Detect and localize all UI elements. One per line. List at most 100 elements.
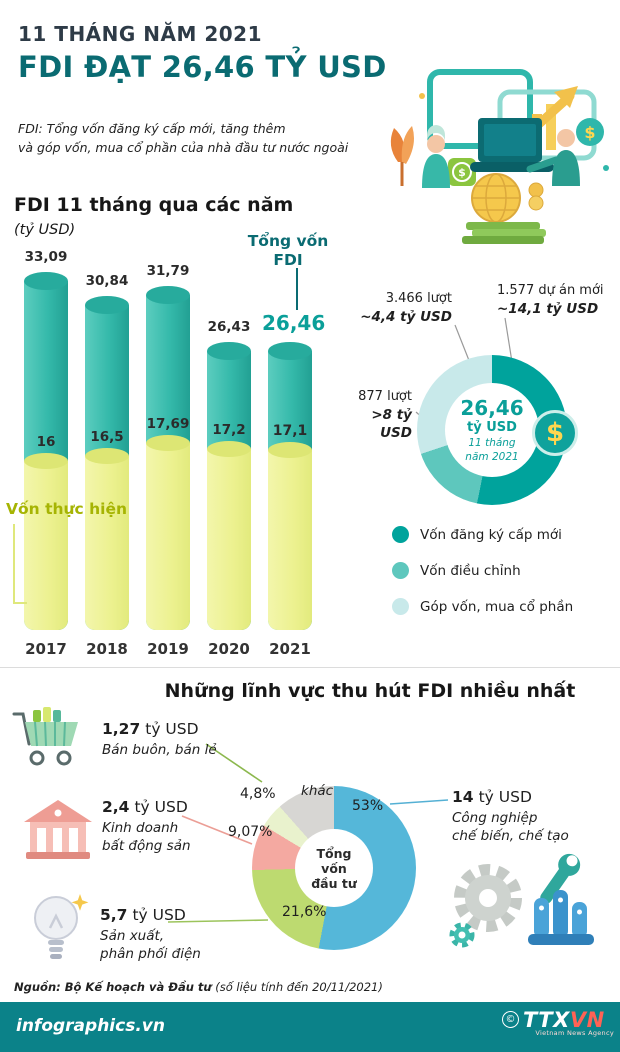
pie-label-9-07: 9,07% <box>228 824 273 840</box>
legend-label: Vốn đăng ký cấp mới <box>420 526 562 543</box>
bar-group: 30,84 16,5 2018 <box>79 256 135 658</box>
amount-unit: tỷ USD <box>145 720 199 738</box>
dollar-icon: $ <box>532 410 578 456</box>
sector-name: Công nghiệp chế biến, chế tạo <box>452 810 569 845</box>
sector-amount: 5,7 tỷ USD <box>100 906 201 924</box>
donut-center-period: 11 tháng năm 2021 <box>465 437 519 463</box>
svg-text:$: $ <box>458 166 466 179</box>
callout-count: 3.466 lượt <box>385 291 452 306</box>
svg-text:$: $ <box>584 123 595 142</box>
source-detail: (số liệu tính đến 20/11/2021) <box>211 980 383 994</box>
sector-name: Sản xuất, phân phối điện <box>100 928 201 963</box>
sector-name-line1: Sản xuất, <box>100 928 165 944</box>
bar-group: 31,79 17,69 2019 <box>140 256 196 658</box>
agency-ttx: TTX <box>523 1008 570 1032</box>
industry-icon <box>449 853 594 948</box>
bar-year-label: 2018 <box>86 640 128 658</box>
header-illustration: $ $ <box>390 69 609 244</box>
sectors-title: Những lĩnh vực thu hút FDI nhiều nhất <box>164 680 576 702</box>
legend-item: Vốn điều chỉnh <box>392 562 521 579</box>
bar-year-label: 2019 <box>147 640 189 658</box>
callout-count: 877 lượt <box>358 389 412 404</box>
bar-total-value: 33,09 <box>24 249 68 265</box>
bar-year-label: 2020 <box>208 640 250 658</box>
legend-item: Góp vốn, mua cổ phần <box>392 598 573 615</box>
pie-center: Tổng vốn đầu tư <box>295 829 373 907</box>
sector-item-electricity: 5,7 tỷ USD Sản xuất, phân phối điện <box>100 906 201 963</box>
source-note: Nguồn: Bộ Kế hoạch và Đầu tư (số liệu tí… <box>14 980 383 994</box>
pie-label-53: 53% <box>352 798 384 814</box>
fdi-definition-note: FDI: Tổng vốn đăng ký cấp mới, tăng thêm… <box>18 120 370 158</box>
total-fdi-pointer-line <box>296 268 298 310</box>
footer-bar <box>0 1002 620 1052</box>
note-line-1: FDI: Tổng vốn đăng ký cấp mới, tăng thêm <box>18 121 286 136</box>
sector-name-line1: Công nghiệp <box>452 810 538 826</box>
bar-realized-value: 17,1 <box>272 423 308 439</box>
callout-amount: ~4,4 tỷ USD <box>360 308 452 325</box>
legend-dot-new-registration <box>392 526 409 543</box>
bar-realized <box>268 442 312 630</box>
kicker-title: 11 THÁNG NĂM 2021 <box>18 22 263 46</box>
amount-value: 2,4 <box>102 798 130 816</box>
light-bulb-icon <box>34 894 89 959</box>
legend-dot-adjusted <box>392 562 409 579</box>
source-main: Nguồn: Bộ Kế hoạch và Đầu tư <box>14 980 212 994</box>
callout-amount: >8 tỷ USD <box>371 406 412 441</box>
donut-callout-adjusted-capital: 3.466 lượt ~4,4 tỷ USD <box>336 290 452 326</box>
infographics-brand: infographics.vn <box>16 1016 165 1036</box>
legend-item: Vốn đăng ký cấp mới <box>392 526 562 543</box>
pie-center-line2: vốn <box>321 860 347 876</box>
pie-label-4-8: 4,8% <box>240 786 276 802</box>
amount-value: 5,7 <box>100 906 128 924</box>
realized-capital-label: Vốn thực hiện <box>6 500 128 518</box>
total-fdi-annotation: Tổng vốn FDI <box>236 232 340 271</box>
callout-amount: ~14,1 tỷ USD <box>497 300 599 317</box>
sector-name-line2: chế biến, chế tạo <box>452 827 569 844</box>
legend-dot-share-purchase <box>392 598 409 615</box>
sector-amount: 2,4 tỷ USD <box>102 798 191 816</box>
amount-unit: tỷ USD <box>134 798 188 816</box>
bar-year-label: 2017 <box>25 640 67 658</box>
pie-label-other: khác <box>301 783 334 799</box>
sector-item-manufacturing: 14 tỷ USD Công nghiệp chế biến, chế tạo <box>452 788 569 845</box>
total-fdi-annotation-line2: FDI <box>273 251 303 270</box>
bar-group: 33,09 16 2017 <box>18 249 74 658</box>
shopping-cart-icon <box>12 707 78 766</box>
sector-name: Bán buôn, bán lẻ <box>102 742 217 760</box>
pie-connector-lines <box>167 743 449 923</box>
pie-center-line3: đầu tư <box>311 875 357 891</box>
donut-center-unit: tỷ USD <box>467 420 517 436</box>
bar-total-value: 30,84 <box>85 273 129 289</box>
sector-amount: 1,27 tỷ USD <box>102 720 217 738</box>
legend-label: Góp vốn, mua cổ phần <box>420 598 574 615</box>
bar-chart-unit: (tỷ USD) <box>14 222 76 238</box>
agency-vn: VN <box>569 1008 605 1032</box>
donut-callout-new-projects: 1.577 dự án mới ~14,1 tỷ USD <box>497 282 619 318</box>
amount-unit: tỷ USD <box>478 788 532 806</box>
sector-name: Kinh doanh bất động sản <box>102 820 191 855</box>
bar-realized-value: 17,69 <box>146 416 190 432</box>
bar-total-value: 31,79 <box>146 263 190 279</box>
sector-name-line2: bất động sản <box>102 837 191 854</box>
bar-group: 26,43 17,2 2020 <box>201 256 257 658</box>
bar-total-value-highlight: 26,46 <box>262 311 326 335</box>
bar-realized <box>24 453 68 630</box>
bar-realized-value: 16,5 <box>90 429 124 445</box>
pie-center-line1: Tổng <box>316 845 352 861</box>
sector-name-line2: phân phối điện <box>100 945 201 962</box>
sectors-pie: Tổng vốn đầu tư <box>252 786 416 950</box>
callout-count: 1.577 dự án mới <box>497 283 604 298</box>
bar-realized-value: 16 <box>36 434 56 450</box>
fdi-bar-chart: 33,09 16 2017 30,84 16,5 2018 31,79 17,6… <box>14 249 344 658</box>
bar-year-label: 2021 <box>269 640 311 658</box>
amount-unit: tỷ USD <box>132 906 186 924</box>
bar-chart-title: FDI 11 tháng qua các năm <box>14 194 294 216</box>
total-fdi-annotation-line1: Tổng vốn <box>247 232 329 250</box>
donut-center-value: 26,46 <box>460 396 524 421</box>
bar-realized-value: 17,2 <box>212 422 246 438</box>
legend-label: Vốn điều chỉnh <box>420 562 521 579</box>
bank-building-icon <box>24 800 92 859</box>
bar-realized <box>146 435 190 630</box>
sector-name-line1: Kinh doanh <box>102 820 179 836</box>
